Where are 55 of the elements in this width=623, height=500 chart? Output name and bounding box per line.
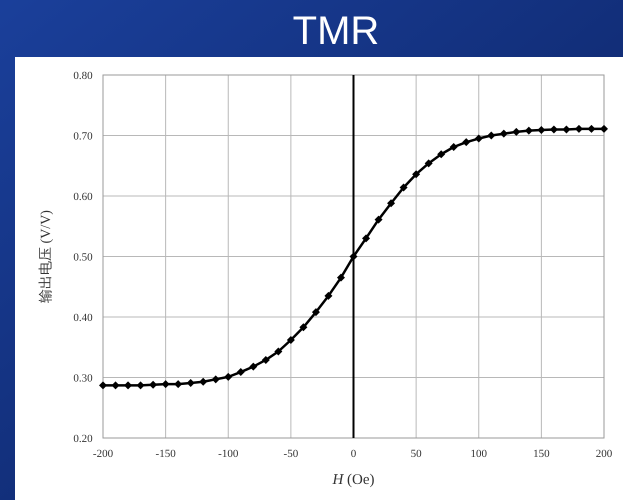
point (387, 199, 396, 208)
point (299, 323, 308, 332)
y-tick-label: 0.30 (73, 372, 94, 384)
x-tick-label: -100 (218, 448, 239, 460)
point (374, 216, 383, 224)
point (162, 380, 170, 388)
y-axis-title: 输出电压 (V/V) (38, 210, 54, 303)
x-tick-label: -150 (156, 448, 176, 460)
point (512, 128, 520, 136)
point (236, 368, 245, 376)
x-tick-label: 50 (410, 448, 422, 460)
point (600, 124, 608, 133)
y-tick-label: 0.40 (73, 312, 94, 324)
point (450, 142, 458, 151)
y-tick-label: 0.70 (73, 130, 94, 142)
x-axis-title: H (Oe) (331, 472, 375, 488)
y-tick-label: 0.80 (73, 70, 94, 82)
x-tick-label: -200 (92, 448, 114, 460)
point (99, 381, 107, 390)
point (224, 372, 232, 381)
point (262, 356, 270, 364)
point (500, 130, 508, 138)
point (462, 138, 470, 146)
point (474, 134, 483, 143)
point (212, 375, 220, 384)
point (174, 380, 182, 388)
point (286, 336, 295, 344)
point (350, 252, 358, 260)
point (199, 378, 208, 386)
point (550, 125, 558, 134)
x-tick-label: 100 (470, 448, 488, 460)
point (574, 124, 583, 133)
point (424, 159, 433, 168)
point (324, 292, 332, 300)
point (336, 274, 345, 282)
point (149, 380, 158, 389)
x-tick-label: 0 (350, 448, 357, 460)
y-tick-label: 0.20 (73, 433, 94, 445)
point (312, 308, 320, 316)
y-tick-label: 0.60 (73, 191, 94, 203)
x-tick-label: 200 (596, 448, 613, 460)
point (136, 381, 145, 390)
point (274, 347, 282, 356)
x-tick-label: 150 (533, 448, 550, 460)
x-tick-label: -50 (284, 448, 299, 460)
point (249, 362, 258, 371)
y-tick-label: 0.50 (73, 252, 94, 264)
chart-title: TMR (292, 9, 380, 53)
point (437, 150, 446, 158)
point (400, 184, 408, 192)
point (487, 132, 496, 140)
point (362, 234, 370, 242)
point (524, 126, 533, 135)
point (186, 378, 195, 387)
point (412, 170, 420, 178)
